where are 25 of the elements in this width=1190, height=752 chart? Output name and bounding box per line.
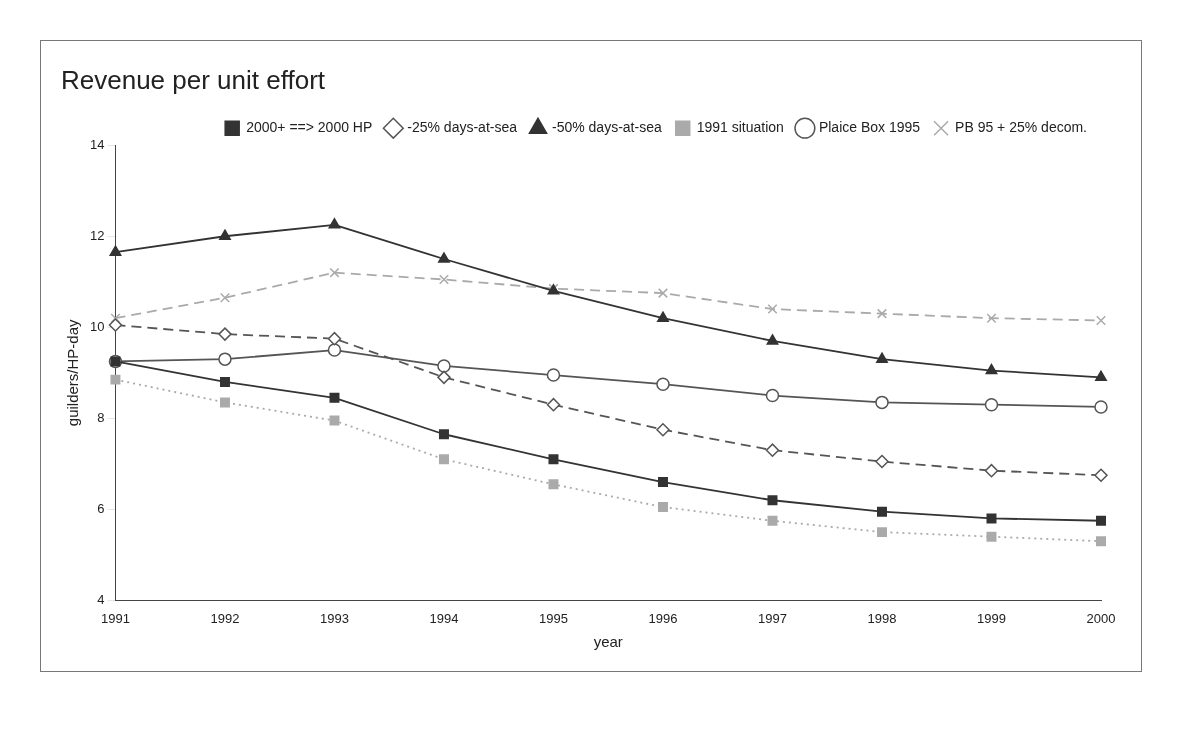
x-tick-label: 1991: [101, 610, 130, 626]
y-tick-label: 10: [89, 318, 105, 334]
legend-label: -25% days-at-sea: [407, 119, 518, 136]
legend-label: 2000+ ==> 2000 HP: [246, 119, 373, 136]
x-tick-label: 1998: [867, 610, 897, 626]
y-tick-label: 12: [89, 227, 105, 243]
x-tick-label: 1994: [429, 610, 459, 626]
legend-label: -50% days-at-sea: [552, 119, 662, 136]
y-tick-label: 4: [97, 591, 105, 607]
x-tick-label: 1993: [320, 610, 349, 626]
chart-title: Revenue per unit effort: [61, 64, 326, 95]
x-tick-label: 1996: [648, 610, 678, 626]
x-tick-label: 2000: [1086, 610, 1116, 626]
y-tick-label: 8: [97, 409, 105, 425]
y-axis-title: guilders/HP-day: [64, 318, 82, 427]
x-tick-label: 1995: [539, 610, 568, 626]
legend-label: 1991 situation: [696, 119, 784, 136]
x-tick-label: 1999: [977, 610, 1006, 626]
y-tick-label: 14: [89, 136, 105, 152]
legend-label: Plaice Box 1995: [818, 119, 921, 136]
x-axis-title: year: [593, 633, 623, 651]
x-tick-label: 1997: [758, 610, 787, 626]
legend-label: PB 95 + 25% decom.: [955, 119, 1088, 136]
x-tick-label: 1992: [210, 610, 240, 626]
y-tick-label: 6: [97, 500, 105, 516]
